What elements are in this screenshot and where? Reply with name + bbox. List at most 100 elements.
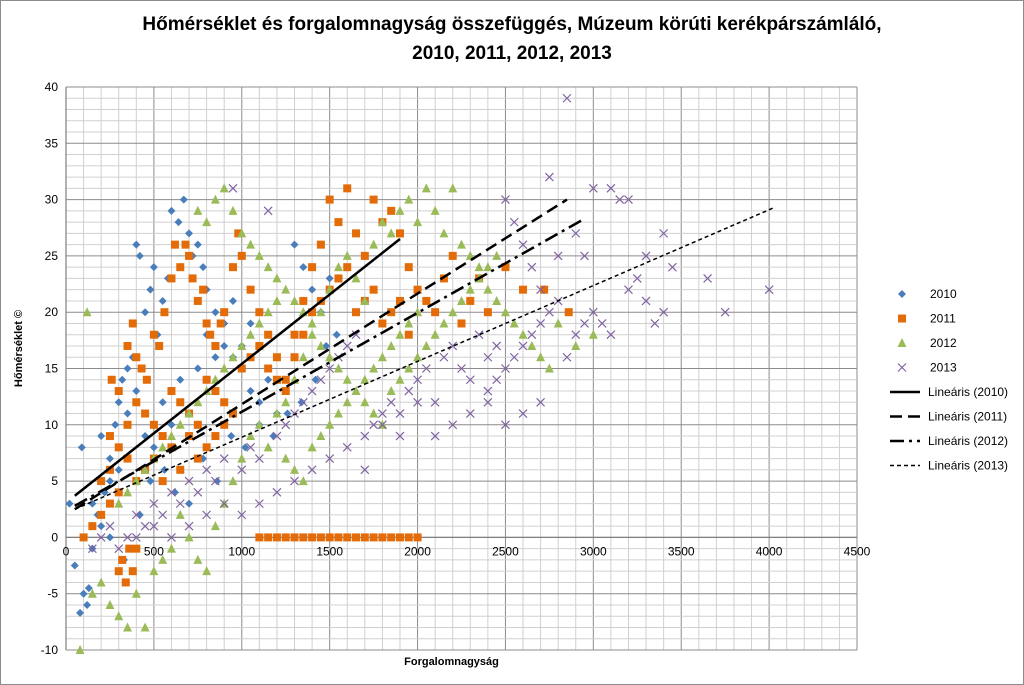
- legend-label: Lineáris (2010): [928, 385, 1008, 399]
- data-point-2010: [227, 432, 236, 441]
- data-point-2013: [615, 195, 625, 205]
- data-point-2011: [352, 308, 361, 317]
- data-point-2010: [79, 589, 88, 598]
- data-point-2012: [316, 340, 326, 350]
- data-point-2012: [386, 386, 396, 396]
- data-point-2012: [386, 340, 396, 350]
- data-point-2011: [228, 409, 237, 418]
- data-point-2010: [146, 477, 155, 486]
- data-point-2012: [457, 295, 466, 305]
- data-point-2011: [404, 533, 413, 542]
- data-point-2010: [185, 229, 194, 238]
- data-point-2011: [123, 341, 132, 350]
- data-point-2012: [316, 431, 326, 441]
- x-tick-label: 1000: [228, 544, 255, 558]
- trendline-2013: [74, 206, 775, 510]
- data-point-2012: [553, 318, 563, 328]
- data-point-2013: [210, 476, 220, 486]
- data-point-2012: [193, 397, 203, 407]
- data-point-2011: [220, 420, 229, 429]
- y-tick-label: 5: [51, 474, 58, 488]
- data-point-2013: [395, 409, 405, 418]
- data-point-2013: [562, 93, 572, 103]
- data-point-2013: [474, 330, 484, 340]
- data-point-2011: [308, 263, 317, 272]
- legend-item: Lineáris (2010): [890, 385, 1008, 399]
- data-point-2013: [720, 307, 730, 317]
- data-point-2010: [158, 296, 167, 305]
- data-point-2012: [333, 408, 343, 418]
- data-point-2010: [311, 375, 320, 384]
- data-point-2013: [360, 465, 370, 475]
- data-point-2010: [97, 432, 106, 441]
- data-point-2011: [404, 263, 413, 272]
- chart-title-line-2: 2010, 2011, 2012, 2013: [412, 43, 612, 64]
- data-point-2013: [167, 487, 176, 497]
- data-point-2011: [114, 387, 123, 396]
- data-point-2012: [421, 183, 431, 193]
- legend-label: Lineáris (2012): [928, 434, 1008, 448]
- y-tick-label: 40: [45, 80, 59, 94]
- data-point-2013: [237, 465, 247, 475]
- y-axis-title: Hőmérséklet ©: [13, 310, 25, 387]
- data-point-2013: [632, 273, 642, 283]
- legend-item: Lineáris (2013): [890, 459, 1008, 473]
- data-point-2012: [237, 453, 247, 463]
- data-point-2011: [290, 330, 299, 339]
- data-point-2013: [492, 375, 502, 385]
- legend-item: 2012: [897, 336, 957, 350]
- data-point-2012: [158, 442, 168, 452]
- data-point-2011: [413, 285, 422, 294]
- data-point-2012: [509, 318, 519, 328]
- data-point-2011: [118, 555, 127, 564]
- data-point-2012: [219, 363, 229, 373]
- data-point-2012: [307, 329, 317, 339]
- data-point-2013: [307, 465, 317, 475]
- data-point-2013: [624, 285, 633, 295]
- data-point-2012: [404, 194, 414, 204]
- data-point-2012: [281, 453, 291, 463]
- chart-title: Hőmérséklet és forgalomnagyság összefügg…: [0, 10, 1024, 68]
- data-point-2012: [246, 431, 256, 441]
- data-point-2013: [483, 352, 493, 362]
- data-point-2011: [378, 533, 387, 542]
- legend-item: 2013: [897, 361, 957, 375]
- data-point-2013: [193, 487, 203, 497]
- data-point-2011: [132, 398, 141, 407]
- data-point-2012: [500, 307, 510, 317]
- data-point-2013: [580, 319, 589, 328]
- grid-lines: [65, 86, 858, 651]
- data-point-2013: [430, 397, 440, 407]
- data-point-2013: [465, 375, 475, 385]
- y-tick-label: 25: [45, 249, 59, 263]
- data-point-2010: [111, 420, 120, 429]
- data-point-2012: [448, 183, 458, 193]
- data-point-2011: [395, 296, 404, 305]
- data-point-2012: [360, 295, 370, 305]
- data-point-2012: [544, 363, 554, 373]
- data-point-2010: [211, 353, 220, 362]
- data-point-2013: [325, 364, 335, 373]
- data-point-2011: [369, 195, 378, 204]
- y-tick-label: 0: [51, 530, 58, 544]
- data-point-2012: [307, 318, 317, 328]
- data-point-2011: [128, 567, 137, 576]
- data-point-2012: [439, 318, 449, 328]
- data-point-2011: [334, 274, 343, 283]
- legend-swatch: [898, 290, 906, 298]
- x-tick-label: 1500: [316, 544, 343, 558]
- data-point-2012: [333, 363, 343, 373]
- data-point-2010: [76, 608, 85, 617]
- data-point-2013: [597, 319, 607, 328]
- data-point-2012: [492, 295, 502, 305]
- data-point-2011: [181, 240, 190, 249]
- data-point-2011: [97, 510, 106, 519]
- data-point-2012: [404, 363, 414, 373]
- data-point-2013: [325, 454, 335, 464]
- data-point-2012: [254, 419, 264, 429]
- data-point-2012: [246, 329, 256, 339]
- data-point-2011: [378, 319, 387, 328]
- data-point-2012: [228, 476, 238, 486]
- data-point-2011: [308, 308, 317, 317]
- data-point-2010: [132, 387, 141, 396]
